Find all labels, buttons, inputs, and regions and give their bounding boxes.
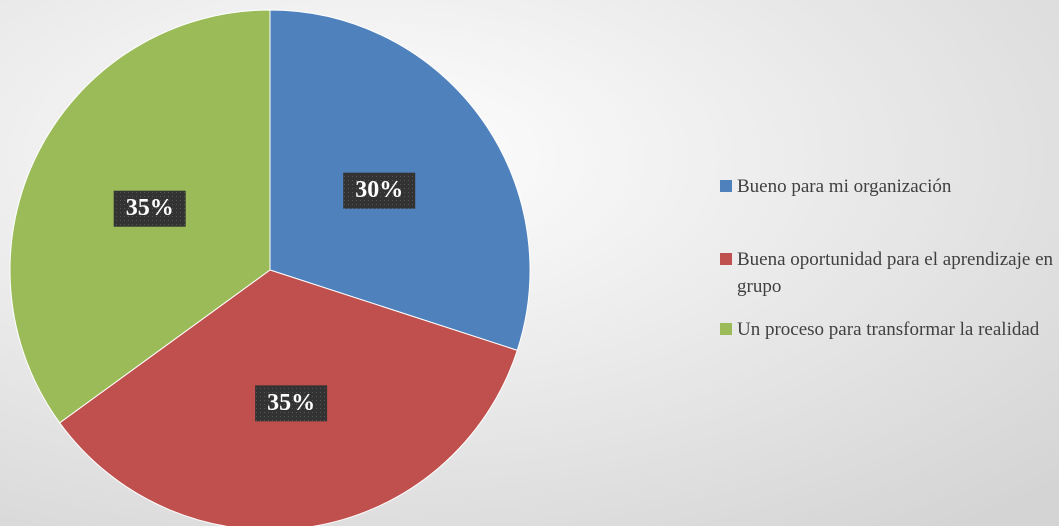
legend-line: Buena oportunidad para el aprendizaje en bbox=[737, 249, 1053, 270]
data-label-box bbox=[343, 172, 416, 209]
legend-line: Bueno para mi organización bbox=[737, 176, 952, 197]
data-label: 35% bbox=[126, 195, 174, 221]
legend-swatch bbox=[720, 323, 732, 335]
data-label-box bbox=[113, 190, 186, 227]
data-label: 35% bbox=[267, 390, 315, 416]
legend-line: Un proceso para transformar la realidad bbox=[737, 319, 1040, 340]
data-label-box bbox=[255, 385, 328, 422]
legend-swatch bbox=[720, 180, 732, 192]
legend-line: grupo bbox=[737, 276, 781, 297]
legend-label: Bueno para mi organización bbox=[737, 176, 952, 197]
legend-label: Buena oportunidad para el aprendizaje en… bbox=[737, 249, 1053, 297]
legend-label: Un proceso para transformar la realidad bbox=[737, 319, 1040, 340]
legend-swatch bbox=[720, 253, 732, 265]
data-label: 30% bbox=[355, 177, 403, 203]
